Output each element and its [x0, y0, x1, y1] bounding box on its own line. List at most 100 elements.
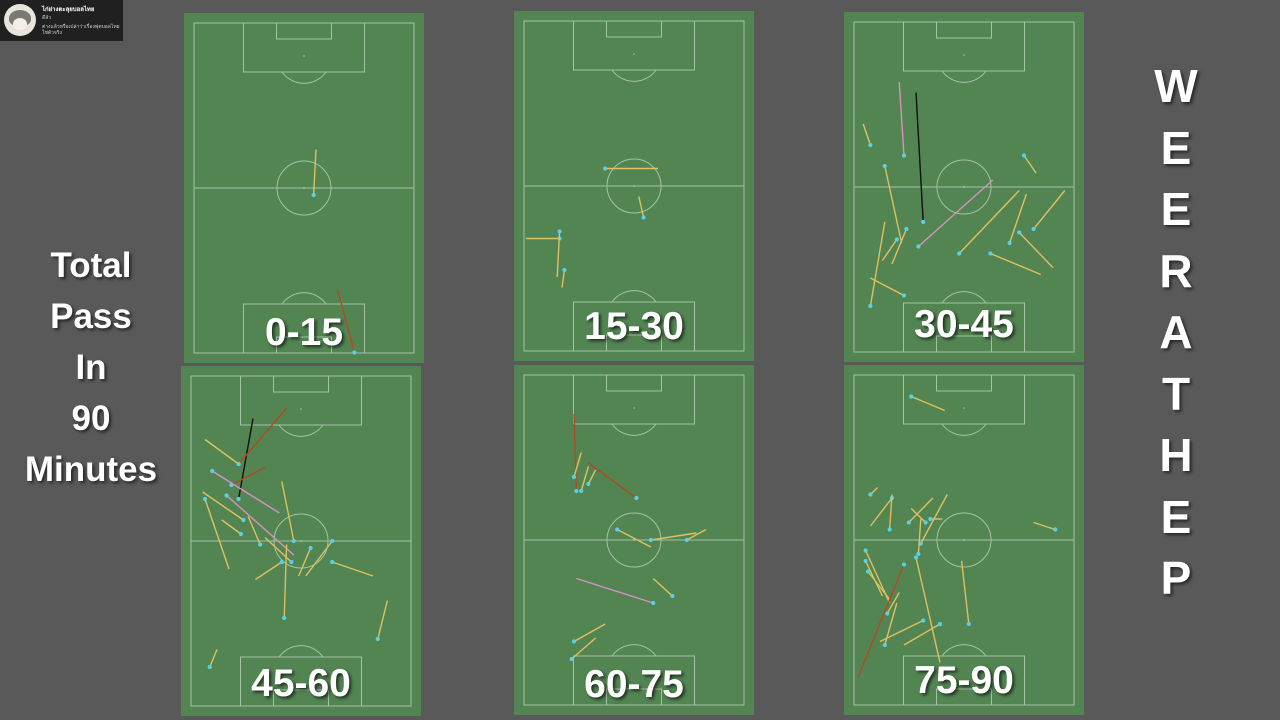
pass-line	[587, 469, 597, 485]
pass-line	[237, 418, 254, 500]
pass-line	[573, 452, 582, 478]
pass-line	[305, 540, 333, 577]
top-penalty-spot	[300, 408, 302, 410]
period-label: 30-45	[914, 303, 1014, 346]
pass-origin-dot	[241, 517, 246, 523]
pass-line	[297, 547, 312, 577]
pass-line	[903, 623, 941, 646]
pitch-60-75: 60-75	[514, 365, 754, 715]
pitch-map	[184, 13, 424, 363]
pitch-map	[514, 11, 754, 361]
pass-origin-dot	[863, 548, 868, 553]
pass-origin-dot	[901, 153, 907, 158]
center-circle	[276, 160, 332, 216]
pass-origin-dot	[641, 215, 646, 220]
pass-line	[652, 577, 673, 597]
pass-line	[238, 407, 288, 465]
pass-origin-dot	[574, 488, 579, 494]
top-goal-box	[606, 20, 662, 38]
side-letter: H	[1159, 429, 1193, 481]
pitch-map	[181, 366, 421, 716]
pass-origin-dot	[202, 496, 208, 502]
pass-line	[917, 518, 922, 555]
pass-line	[247, 516, 261, 545]
pass-origin-dot	[311, 192, 316, 198]
side-letter: E	[1160, 490, 1192, 543]
pass-origin-dot	[1031, 226, 1036, 232]
center-spot	[300, 540, 302, 542]
pass-line	[204, 498, 230, 570]
center-spot	[633, 185, 635, 187]
pass-origin-dot	[224, 493, 229, 498]
pass-line	[204, 438, 240, 465]
pitch-lines	[193, 22, 415, 354]
pass-line	[960, 560, 970, 625]
pass-origin-dot	[921, 618, 926, 623]
center-circle	[936, 512, 992, 568]
bottom-goal-box	[276, 336, 332, 354]
pass-line	[917, 179, 994, 248]
pass-origin-dot	[988, 251, 993, 256]
top-penalty-spot	[303, 55, 305, 57]
pass-line	[910, 395, 946, 412]
pass-origin-dot	[207, 664, 212, 670]
top-penalty-spot	[963, 407, 965, 409]
pass-origin-dot	[966, 621, 971, 627]
pass-origin-dot	[901, 562, 907, 567]
pass-origin-dot	[603, 166, 608, 171]
pass-line	[573, 413, 578, 492]
pass-origin-dot	[957, 251, 962, 256]
pass-origin-dot	[651, 600, 656, 606]
period-label: 0-15	[264, 311, 344, 354]
top-goal-box	[936, 374, 992, 392]
pass-origin-dot	[330, 559, 335, 565]
top-penalty-arc	[611, 423, 657, 436]
pass-line	[881, 239, 898, 261]
pass-line	[650, 532, 697, 541]
channel-name: ไก่ย่างตะลุยบอลไทย	[42, 7, 95, 13]
center-spot	[963, 186, 965, 188]
pass-line	[990, 252, 1042, 276]
bottom-penalty-arc	[941, 291, 987, 304]
pass-origin-dot	[894, 237, 899, 242]
pass-line	[571, 637, 597, 660]
pass-origin-dot	[1007, 240, 1012, 246]
pass-origin-dot	[291, 538, 296, 544]
pass-origin-dot	[909, 394, 914, 399]
pass-origin-dot	[916, 244, 921, 249]
pass-origin-dot	[569, 656, 574, 662]
pass-line	[573, 623, 606, 643]
bottom-penalty-arc	[281, 292, 327, 305]
pass-line	[857, 564, 905, 677]
pitch-45-60: 45-60	[181, 366, 421, 716]
pass-line	[898, 81, 905, 156]
bottom-penalty-arc	[941, 644, 987, 657]
pass-origin-dot	[1053, 527, 1058, 532]
pass-line	[336, 289, 356, 353]
pass-origin-dot	[562, 267, 567, 273]
pass-origin-dot	[923, 520, 928, 525]
pass-origin-dot	[863, 558, 868, 564]
pass-origin-dot	[375, 636, 380, 642]
pass-origin-dot	[210, 468, 215, 474]
bottom-goal-box	[936, 688, 992, 706]
pass-line	[867, 571, 891, 600]
pass-line	[202, 491, 244, 521]
top-penalty-spot	[633, 407, 635, 409]
top-penalty-spot	[963, 54, 965, 56]
pitch-75-90: 75-90	[844, 365, 1084, 715]
side-letter: E	[1160, 183, 1192, 235]
pass-origin-dot	[289, 559, 294, 565]
pass-line	[870, 277, 905, 297]
side-letter: T	[1161, 367, 1191, 420]
center-spot	[633, 539, 635, 541]
pass-line	[561, 269, 566, 288]
pitch-map	[844, 365, 1084, 715]
pitch-lines	[523, 20, 745, 352]
pass-line	[910, 507, 927, 524]
pass-line	[1033, 190, 1066, 230]
side-letter: E	[1160, 121, 1192, 174]
title-line: Total	[50, 246, 132, 285]
pass-line	[264, 536, 292, 563]
pass-line	[211, 470, 280, 514]
